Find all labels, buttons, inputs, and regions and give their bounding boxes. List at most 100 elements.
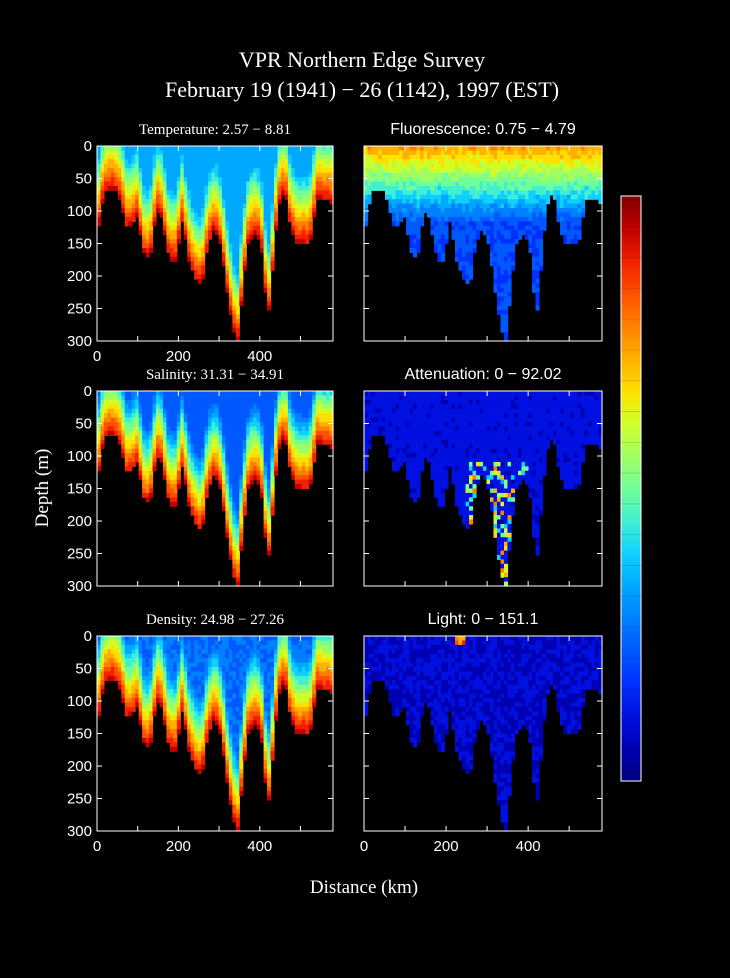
- heatmap-cell: [225, 413, 230, 419]
- heatmap-cell: [173, 181, 178, 187]
- heatmap-cell: [221, 475, 227, 481]
- heatmap-cell: [225, 492, 230, 498]
- heatmap-cell: [395, 146, 400, 152]
- heatmap-cell: [326, 185, 331, 191]
- heatmap-cell: [511, 243, 516, 249]
- heatmap-cell: [469, 212, 474, 218]
- heatmap-cell: [235, 408, 240, 414]
- heatmap-cell: [239, 457, 244, 463]
- heatmap-cell: [145, 408, 150, 414]
- heatmap-cell: [322, 177, 327, 183]
- heatmap-cell: [371, 177, 376, 183]
- heatmap-cell: [388, 203, 393, 209]
- heatmap-cell: [138, 435, 143, 441]
- heatmap-cell: [110, 185, 115, 191]
- heatmap-cell: [232, 470, 237, 476]
- heatmap-cell: [225, 265, 230, 271]
- heatmap-cell: [378, 177, 383, 183]
- heatmap-cell: [413, 479, 418, 485]
- heatmap-cell: [556, 168, 561, 174]
- heatmap-cell: [263, 163, 268, 169]
- heatmap-cell: [549, 168, 554, 174]
- heatmap-cell: [305, 413, 310, 419]
- heatmap-cell: [114, 150, 119, 156]
- heatmap-cell: [242, 391, 247, 397]
- heatmap-cell: [124, 150, 129, 156]
- heatmap-cell: [204, 146, 209, 152]
- heatmap-cell: [145, 475, 150, 481]
- heatmap-cell: [500, 305, 505, 311]
- heatmap-cell: [298, 395, 303, 401]
- heatmap-cell: [319, 150, 324, 156]
- heatmap-cell: [138, 172, 143, 178]
- heatmap-cell: [556, 146, 561, 152]
- heatmap-cell: [301, 470, 306, 476]
- heatmap-cell: [242, 177, 247, 183]
- heatmap-cell: [581, 212, 586, 218]
- heatmap-cell: [532, 270, 537, 276]
- heatmap-cell: [218, 208, 223, 214]
- heatmap-cell: [406, 150, 411, 156]
- heatmap-cell: [570, 177, 575, 183]
- heatmap-cell: [235, 163, 240, 169]
- y-tick-label: 150: [67, 236, 92, 253]
- heatmap-cell: [228, 278, 233, 284]
- heatmap-cell: [249, 154, 254, 160]
- heatmap-cell: [458, 243, 463, 249]
- heatmap-cell: [451, 212, 456, 218]
- heatmap-cell: [124, 391, 129, 397]
- heatmap-cell: [166, 466, 171, 472]
- heatmap-cell: [239, 470, 244, 476]
- heatmap-cell: [497, 163, 502, 169]
- heatmap-cell: [221, 439, 227, 445]
- heatmap-cell: [260, 430, 265, 436]
- heatmap-cell: [204, 391, 209, 397]
- heatmap-cell: [294, 194, 299, 200]
- heatmap-cell: [567, 159, 572, 165]
- heatmap-cell: [392, 154, 397, 160]
- heatmap-cell: [270, 444, 275, 450]
- heatmap-cell: [228, 163, 233, 169]
- heatmap-cell: [162, 430, 168, 436]
- heatmap-cell: [416, 426, 421, 432]
- heatmap-cell: [263, 283, 268, 289]
- heatmap-cell: [462, 194, 467, 200]
- heatmap-cell: [249, 479, 254, 485]
- heatmap-cell: [521, 154, 526, 160]
- heatmap-cell: [253, 216, 258, 222]
- heatmap-cell: [378, 181, 383, 187]
- heatmap-cell: [235, 457, 240, 463]
- heatmap-cell: [176, 479, 181, 485]
- heatmap-cell: [371, 181, 376, 187]
- heatmap-cell: [180, 212, 185, 218]
- heatmap-cell: [142, 203, 147, 209]
- heatmap-cell: [298, 190, 303, 196]
- heatmap-cell: [176, 190, 181, 196]
- heatmap-cell: [434, 212, 439, 218]
- heatmap-cell: [270, 265, 275, 271]
- heatmap-cell: [301, 221, 306, 227]
- heatmap-cell: [500, 159, 505, 165]
- heatmap-cell: [232, 422, 237, 428]
- heatmap-cell: [539, 247, 544, 253]
- heatmap-cell: [500, 194, 505, 200]
- heatmap-cell: [455, 199, 460, 205]
- heatmap-cell: [159, 194, 164, 200]
- heatmap-cell: [416, 470, 421, 476]
- heatmap-cell: [504, 225, 509, 231]
- heatmap-cell: [242, 194, 247, 200]
- heatmap-cell: [124, 422, 129, 428]
- heatmap-cell: [462, 413, 467, 419]
- heatmap-cell: [378, 150, 383, 156]
- heatmap-cell: [211, 177, 216, 183]
- heatmap-cell: [162, 230, 168, 236]
- heatmap-cell: [246, 172, 251, 178]
- heatmap-cell: [312, 150, 317, 156]
- heatmap-cell: [312, 181, 317, 187]
- heatmap-cell: [374, 430, 379, 436]
- heatmap-cell: [364, 190, 369, 196]
- heatmap-cell: [532, 199, 537, 205]
- heatmap-cell: [539, 150, 544, 156]
- heatmap-cell: [166, 150, 171, 156]
- heatmap-cell: [124, 395, 129, 401]
